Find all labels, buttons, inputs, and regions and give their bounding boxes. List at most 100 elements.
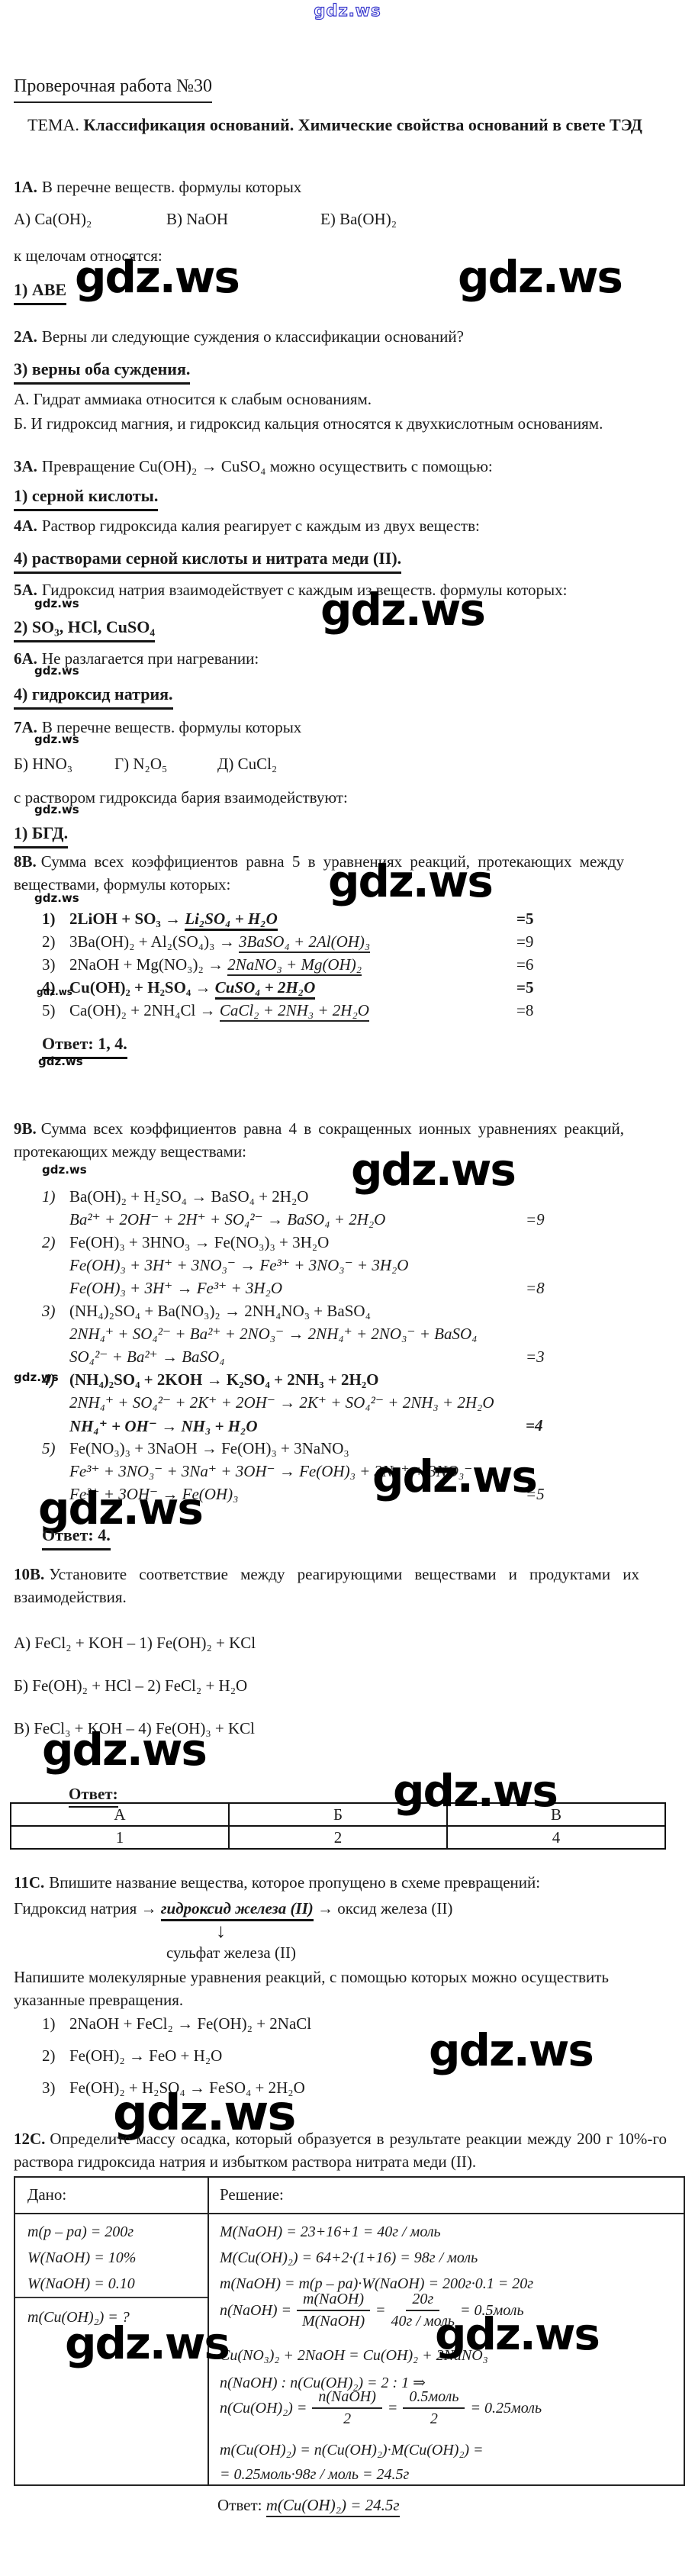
frac2-num2: 0.5моль [403, 2388, 465, 2409]
fraction: n(NaOH) 2 [312, 2388, 382, 2428]
q8-equation-row: 5) Ca(OH)₂ + 2NH₄Cl → CaCl₂ + 2NH₃ + 2H₂O… [42, 1001, 607, 1022]
q9-label: 9В. [14, 1119, 37, 1138]
q11-label: 11С. [14, 1873, 45, 1892]
q8-eq4-rhs: CuSO₄ + 2H₂O [214, 978, 316, 1000]
q8-eq1-num: 1) [42, 910, 56, 928]
q9-r12-num: 5) [42, 1439, 56, 1457]
q10-pair-v: В) FeCl₃ + KOH – 4) Fe(OH)₃ + KCl [14, 1719, 255, 1737]
q12-solution-line: M(Cu(OH)₂) = 64+2·(1+16) = 98г / моль [220, 2249, 478, 2266]
q10-td-a: 1 [10, 1825, 230, 1850]
q11-eq3-num: 3) [42, 2079, 56, 2097]
q9-heading: 9В. Сумма всех коэффициентов равна 4 в со… [14, 1117, 624, 1164]
q11-equation-row: 3) Fe(OH)₂ + H₂SO₄ → FeSO₄ + 2H₂O [42, 2079, 607, 2100]
q12-find-line: m(Cu(OH)₂) = ? [27, 2309, 130, 2326]
q1-options: А) Ca(OH)₂ В) NaOH Е) Ba(OH)₂ [14, 208, 397, 230]
q2-answer-text: 3) верны оба суждения. [14, 357, 191, 385]
q8-eq4-num: 4) [42, 978, 56, 997]
q9-r12-text: Fe(NO₃)₃ + 3NaOH → Fe(OH)₃ + 3NaNO₃ [69, 1439, 349, 1457]
q3-answer: 1) серной кислоты. [14, 484, 159, 511]
q9-r2-sum: =9 [526, 1210, 545, 1228]
q12-final-answer: Ответ: m(Cu(OH)₂) = 24.5г [217, 2494, 400, 2517]
q2-judgement-b: Б. И гидроксид магния, и гидроксид кальц… [14, 414, 603, 433]
q4-heading: 4А. Раствор гидроксида калия реагирует с … [14, 514, 480, 537]
theme-label: ТЕМА. [27, 115, 79, 134]
q10-text: Установите соответствие между реагирующи… [14, 1565, 639, 1607]
q8-answer: Ответ: 1, 4. [42, 1032, 127, 1059]
q2-label: 2А. [14, 327, 37, 346]
q11-eq1-text: 2NaOH + FeCl₂ → Fe(OH)₂ + 2NaCl [69, 2014, 312, 2033]
q9-equation-row: Fe³⁺ + 3OH⁻ → Fe(OH)₃ =5 [42, 1485, 607, 1506]
fraction: 20г 40г / моль [391, 2291, 455, 2330]
q10-th-v: В [446, 1802, 666, 1827]
q6-text: Не разлагается при нагревании: [41, 649, 259, 668]
q10-th-b: Б [228, 1802, 448, 1827]
watermark-gdz-large-2: gdz.ws [458, 251, 623, 303]
q8-eq4-lhs: Cu(OH)₂ + H₂SO₄ → [69, 978, 211, 997]
q12-given-line: W(NaOH) = 0.10 [27, 2275, 135, 2292]
q11-equation-row: 2) Fe(OH)₂ → FeO + H₂O [42, 2046, 607, 2068]
q7-heading: 7А. В перечне веществ. формулы которых [14, 716, 301, 739]
q7-continuation: с раствором гидроксида бария взаимодейст… [14, 788, 348, 807]
q7-option-d: Д) CuCl₂ [217, 755, 278, 773]
q11-eq2-text: Fe(OH)₂ → FeO + H₂O [69, 2046, 223, 2065]
frac2-den2: 2 [430, 2410, 438, 2427]
q4-answer: 4) растворами серной кислоты и нитрата м… [14, 546, 402, 574]
q10-th-a: А [10, 1802, 230, 1827]
q8-eq5-rhs: CaCl₂ + 2NH₃ + 2H₂O [219, 1001, 369, 1022]
frac1-den2: 40г / моль [391, 2313, 455, 2330]
watermark-gdz-large-1: gdz.ws [75, 251, 240, 303]
q11-eq2-num: 2) [42, 2046, 56, 2065]
q7-answer-text: 1) БГД. [14, 821, 69, 848]
q7-option-g: Г) N₂O₅ [114, 755, 168, 773]
watermark-gdz-small-5: gdz.ws [34, 891, 79, 905]
q9-text: Сумма всех коэффициентов равна 4 в сокра… [14, 1119, 624, 1161]
q10-pair-b: Б) Fe(OH)₂ + HCl – 2) FeCl₂ + H₂O [14, 1676, 248, 1695]
q9-equation-row: 2NH₄⁺ + SO₄²⁻ + Ba²⁺ + 2NO₃⁻ → 2NH₄⁺ + 2… [42, 1325, 607, 1346]
q11-scheme-end: → оксид железа (II) [317, 1899, 453, 1918]
q9-r10-text: 2NH₄⁺ + SO₄²⁻ + 2K⁺ + 2OH⁻ → 2K⁺ + SO₄²⁻… [69, 1393, 494, 1412]
q8-equation-row: 3) 2NaOH + Mg(NO₃)₂ → 2NaNO₃ + Mg(OH)₂ =6 [42, 955, 607, 977]
q9-r9-text: (NH₄)₂SO₄ + 2KOH → K₂SO₄ + 2NH₃ + 2H₂O [69, 1370, 379, 1389]
watermark-top: gdz.ws [314, 1, 381, 20]
q1-heading: 1А. В перечне веществ. формулы которых [14, 175, 301, 198]
watermark-gdz-large-12: gdz.ws [65, 2317, 230, 2369]
q11-equation-row: 1) 2NaOH + FeCl₂ → Fe(OH)₂ + 2NaCl [42, 2014, 607, 2036]
doc-title: Проверочная работа №30 [14, 73, 213, 103]
q1-text: В перечне веществ. формулы которых [41, 178, 302, 196]
q1-option-e: Е) Ba(OH)₂ [320, 210, 397, 228]
q11-scheme: Гидроксид натрия → гидроксид железа (II)… [14, 1897, 453, 1921]
frac1-num2: 20г [406, 2291, 440, 2311]
q12-given-line: m(p – pa) = 200г [27, 2223, 134, 2240]
q10-answer-table: А Б В 1 2 4 [10, 1802, 666, 1850]
watermark-gdz-small-1: gdz.ws [34, 597, 79, 610]
q12-solution-line: m(Cu(OH)₂) = n(Cu(OH)₂)·M(Cu(OH)₂) = [220, 2442, 484, 2458]
q5-label: 5А. [14, 581, 37, 599]
q7-text: В перечне веществ. формулы которых [41, 718, 302, 736]
q9-equation-row: Ba²⁺ + 2OH⁻ + 2H⁺ + SO₄²⁻ → BaSO₄ + 2H₂O… [42, 1210, 607, 1232]
q9-r9-num: 4) [42, 1370, 56, 1389]
q12-solution-line: m(NaOH) = m(p – pa)·W(NaOH) = 200г·0.1 =… [220, 2275, 534, 2292]
q9-r3-num: 2) [42, 1233, 56, 1251]
q2-judgement-a: А. Гидрат аммиака относится к слабым осн… [14, 390, 372, 408]
q8-eq2-rhs: 3BaSO₄ + 2Al(OH)₃ [238, 932, 371, 953]
q2-answer: 3) верны оба суждения. [14, 357, 191, 385]
q9-r1-num: 1) [42, 1187, 56, 1206]
q6-answer-text: 4) гидроксид натрия. [14, 682, 173, 710]
frac2-den1: 2 [343, 2410, 352, 2427]
q4-answer-text: 4) растворами серной кислоты и нитрата м… [14, 546, 402, 574]
q8-eq5-num: 5) [42, 1001, 56, 1019]
q9-r5-text: Fe(OH)₃ + 3H⁺ → Fe³⁺ + 3H₂O [69, 1279, 283, 1297]
q8-heading: 8В. Сумма всех коэффициентов равна 5 в ур… [14, 850, 624, 897]
q6-answer: 4) гидроксид натрия. [14, 682, 173, 710]
q7-answer: 1) БГД. [14, 821, 69, 848]
q1-option-v: В) NaOH [166, 210, 229, 228]
q9-equation-row: 2NH₄⁺ + SO₄²⁻ + 2K⁺ + 2OH⁻ → 2K⁺ + SO₄²⁻… [42, 1393, 607, 1415]
q12-solution-line: = 0.25моль·98г / моль = 24.5г [220, 2466, 410, 2483]
theme-text: Классификация оснований. Химические свой… [83, 115, 642, 134]
q1-answer: 1) АВЕ [14, 278, 67, 305]
table-vertical-divider [208, 2178, 209, 2484]
frac1-lhs: n(NaOH) = [220, 2301, 292, 2319]
q9-equation-row: Fe(OH)₃ + 3H⁺ + 3NO₃⁻ → Fe³⁺ + 3NO₃⁻ + 3… [42, 1256, 607, 1277]
q8-eq5-lhs: Ca(OH)₂ + 2NH₄Cl → [69, 1001, 216, 1019]
